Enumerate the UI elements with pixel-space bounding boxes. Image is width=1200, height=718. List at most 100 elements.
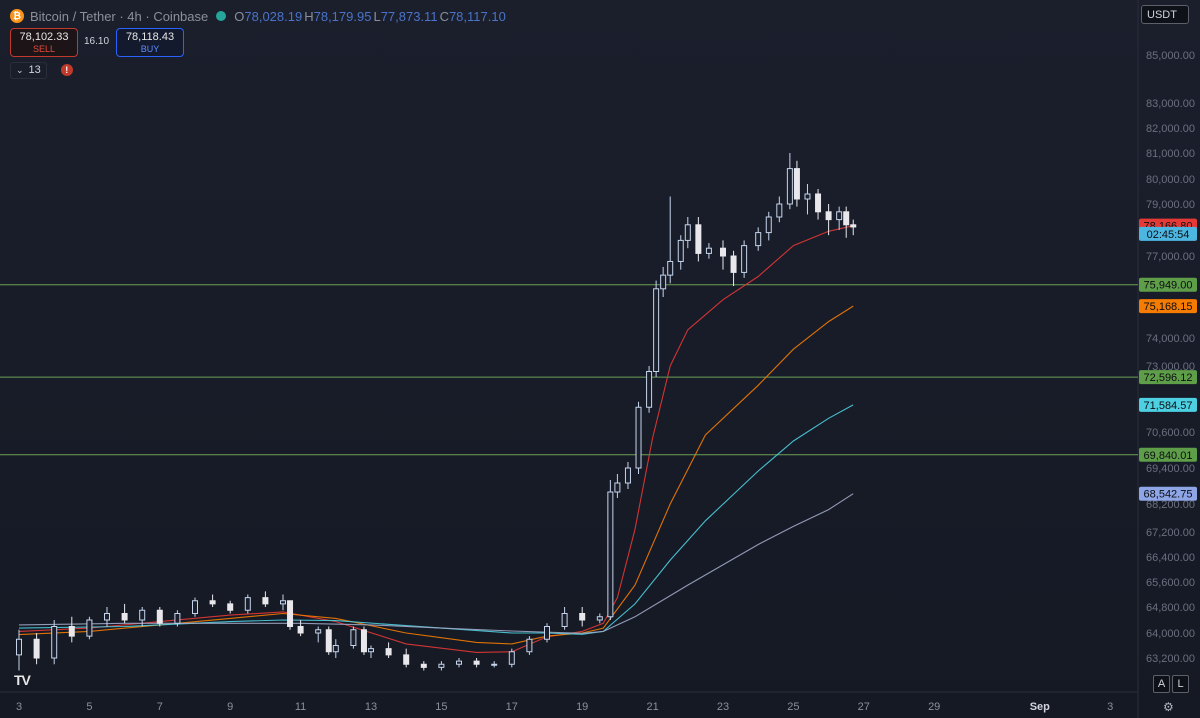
candle-body [420, 663, 427, 668]
log-scale-button[interactable]: L [1172, 675, 1189, 693]
candle-body [139, 609, 146, 621]
candle-body [287, 600, 294, 627]
y-tick-label: 68,200.00 [1146, 499, 1195, 511]
x-tick-label: Sep [1030, 701, 1050, 713]
ema-line [18, 404, 854, 635]
y-tick-label: 85,000.00 [1146, 50, 1195, 62]
y-tick-label: 79,000.00 [1146, 199, 1195, 211]
x-tick-label: 5 [86, 701, 92, 713]
candle-body [491, 663, 498, 666]
candle-body [836, 211, 843, 221]
candle-body [825, 211, 832, 221]
x-tick-label: 13 [365, 701, 377, 713]
candle-body [667, 260, 674, 276]
open-label: O [234, 8, 245, 24]
candle-body [646, 371, 653, 408]
candle-body [438, 663, 445, 668]
ema-line [18, 225, 854, 653]
bitcoin-icon: ₿ [10, 9, 24, 23]
x-tick-label: 3 [16, 701, 22, 713]
candle-body [695, 224, 702, 254]
y-tick-label: 65,600.00 [1146, 577, 1195, 589]
x-tick-label: 19 [576, 701, 588, 713]
price-badge [1139, 226, 1197, 241]
y-tick-label: 74,000.00 [1146, 333, 1195, 345]
sell-button[interactable]: 78,102.33 SELL [10, 28, 78, 57]
candle-body [765, 216, 772, 234]
indicators-toggle[interactable]: ⌄ 13 ! [10, 61, 73, 79]
candle-body [850, 224, 857, 228]
candle-body [660, 274, 667, 290]
chevron-down-icon: ⌄ [16, 64, 24, 75]
price-badge-label: 71,584.57 [1144, 400, 1193, 412]
exclamation-icon[interactable]: ! [60, 64, 73, 76]
y-tick-label: 63,200.00 [1146, 653, 1195, 665]
candle-body [121, 613, 128, 621]
high-label: H [304, 8, 314, 24]
price-badge [1139, 486, 1197, 501]
close-value: 78,117.10 [448, 8, 506, 24]
candle-body [776, 203, 783, 218]
x-tick-label: 21 [646, 701, 658, 713]
currency-selector[interactable]: USDT [1141, 5, 1189, 24]
indicators-count: 13 [28, 64, 41, 76]
candle-body [614, 482, 621, 493]
y-tick-label: 82,000.00 [1146, 123, 1195, 135]
ema-line [18, 493, 854, 634]
x-tick-label: 11 [295, 701, 306, 713]
y-tick-label: 80,000.00 [1146, 174, 1195, 186]
price-badge-label: 68,542.75 [1144, 489, 1193, 501]
candle-body [104, 613, 110, 621]
y-tick-label: 67,200.00 [1146, 527, 1195, 539]
low-label: L [373, 8, 381, 24]
candle-body [730, 255, 737, 273]
candle-body [280, 600, 286, 605]
price-badge [1139, 277, 1197, 292]
price-badge [1139, 299, 1197, 314]
y-tick-label: 64,000.00 [1146, 628, 1195, 640]
price-badge-label: 02:45:54 [1147, 229, 1190, 241]
candle-body [350, 629, 357, 646]
candle-body [526, 638, 533, 653]
indicators-count-button[interactable]: ⌄ 13 [10, 61, 47, 79]
candle-body [262, 597, 269, 605]
sell-label: SELL [32, 43, 56, 54]
buy-button[interactable]: 78,118.43 BUY [116, 28, 184, 57]
y-tick-label: 81,000.00 [1146, 148, 1195, 160]
candle-body [755, 232, 762, 247]
candle-body [544, 626, 550, 640]
gear-icon[interactable]: ⚙ [1163, 700, 1174, 714]
candle-body [51, 626, 58, 659]
x-tick-label: 3 [1107, 701, 1113, 713]
tradingview-logo-icon: TV [14, 672, 31, 688]
y-tick-label: 83,000.00 [1146, 98, 1195, 110]
x-tick-label: 27 [858, 701, 870, 713]
candle-body [473, 660, 480, 665]
candle-body [508, 651, 515, 665]
candle-body [607, 491, 614, 618]
candle-body [624, 467, 631, 484]
candle-body [456, 660, 462, 665]
price-badge [1139, 447, 1197, 462]
candle-body [174, 613, 181, 624]
candle-body [33, 638, 40, 659]
x-tick-label: 17 [506, 701, 518, 713]
candle-body [16, 638, 22, 656]
candle-body [677, 239, 684, 262]
price-badge-label: 69,840.01 [1144, 450, 1193, 462]
x-tick-label: 15 [435, 701, 447, 713]
price-badge-label: 75,168.15 [1144, 301, 1193, 313]
price-badge [1139, 397, 1197, 412]
candle-body [209, 600, 216, 605]
symbol-title[interactable]: Bitcoin / Tether · 4h · Coinbase [30, 8, 209, 24]
candle-body [360, 629, 367, 653]
y-tick-label: 77,000.00 [1146, 251, 1195, 263]
candle-body [368, 648, 374, 653]
low-value: 77,873.11 [380, 8, 438, 24]
x-tick-label: 7 [157, 701, 163, 713]
candle-body [815, 193, 822, 213]
candle-body [579, 613, 586, 621]
auto-scale-button[interactable]: A [1153, 675, 1170, 693]
